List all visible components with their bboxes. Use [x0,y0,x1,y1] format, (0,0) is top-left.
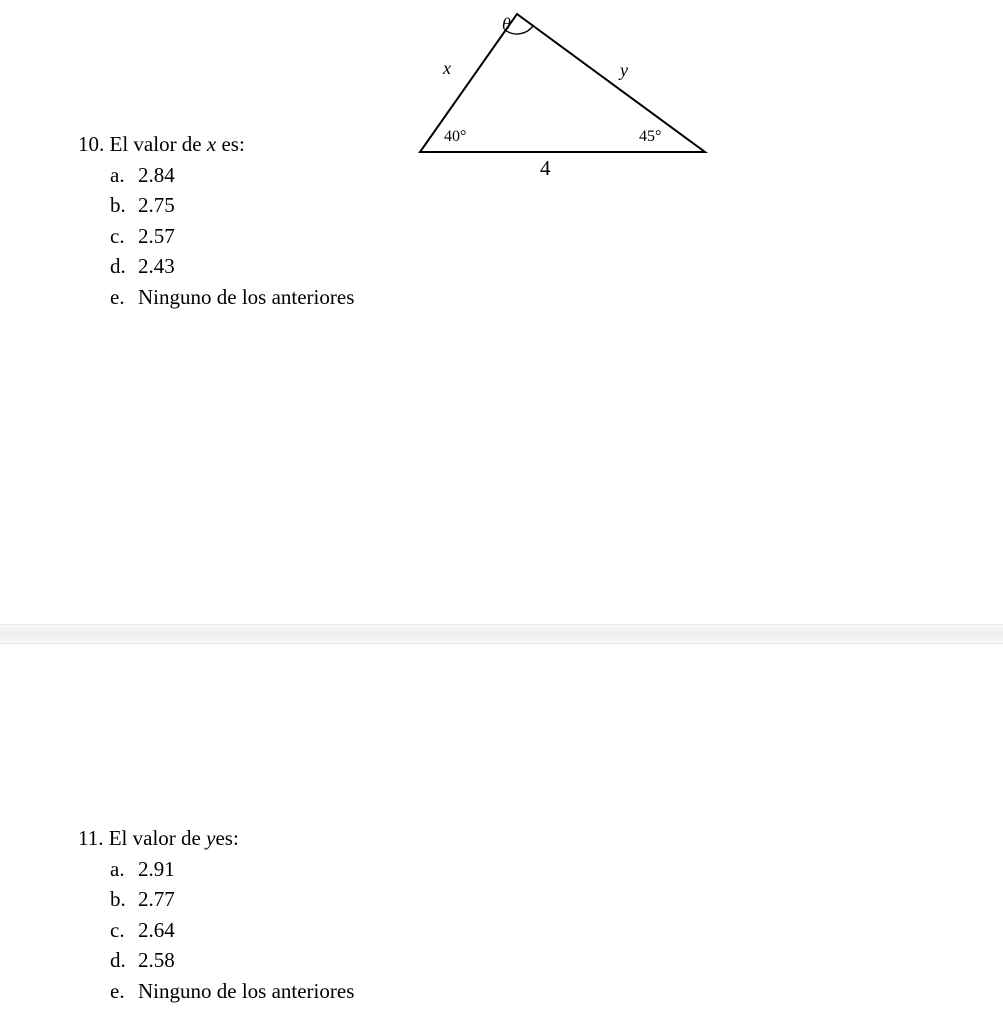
question-10-option-text: 2.75 [138,193,175,217]
question-10-option-letter: a. [110,161,138,190]
question-11-option-text: 2.64 [138,918,175,942]
question-11-option-a: a.2.91 [110,855,354,884]
question-10-option-letter: b. [110,191,138,220]
label-y: y [620,60,628,81]
question-11-option-letter: c. [110,916,138,945]
question-10-option-text: Ninguno de los anteriores [138,285,354,309]
question-10-number: 10. [78,132,104,156]
question-11-number: 11. [78,826,103,850]
question-11-option-letter: e. [110,977,138,1006]
question-10-prefix: El valor de [110,132,207,156]
triangle-svg [410,0,730,180]
question-11-option-letter: b. [110,885,138,914]
question-11-option-e: e.Ninguno de los anteriores [110,977,354,1006]
triangle-diagram: θ x y 40° 45° 4 [410,0,730,180]
question-11-option-text: Ninguno de los anteriores [138,979,354,1003]
question-11-option-letter: a. [110,855,138,884]
question-11-prompt: 11. El valor de yes: [78,826,354,851]
question-11: 11. El valor de yes: a.2.91b.2.77c.2.64d… [78,826,354,1007]
question-11-suffix: es: [215,826,238,850]
question-10-suffix: es: [216,132,245,156]
question-10-option-text: 2.84 [138,163,175,187]
question-10-option-text: 2.57 [138,224,175,248]
question-11-options: a.2.91b.2.77c.2.64d.2.58e.Ninguno de los… [78,855,354,1006]
label-base: 4 [540,156,551,181]
question-10-prompt: 10. El valor de x es: [78,132,354,157]
question-11-option-d: d.2.58 [110,946,354,975]
question-10-option-e: e.Ninguno de los anteriores [110,283,354,312]
question-11-option-text: 2.91 [138,857,175,881]
question-10-option-c: c.2.57 [110,222,354,251]
question-11-option-letter: d. [110,946,138,975]
question-11-option-b: b.2.77 [110,885,354,914]
label-angle-right: 45° [639,128,661,146]
label-theta: θ [502,14,511,35]
question-10-options: a.2.84b.2.75c.2.57d.2.43e.Ninguno de los… [78,161,354,312]
question-10-option-letter: c. [110,222,138,251]
question-10-option-b: b.2.75 [110,191,354,220]
question-11-option-text: 2.58 [138,948,175,972]
label-x: x [443,58,451,79]
question-10-option-letter: d. [110,252,138,281]
question-10: 10. El valor de x es: a.2.84b.2.75c.2.57… [78,132,354,313]
question-11-prefix: El valor de [109,826,206,850]
question-10-option-d: d.2.43 [110,252,354,281]
question-10-option-text: 2.43 [138,254,175,278]
question-11-option-c: c.2.64 [110,916,354,945]
question-10-var: x [207,132,216,156]
question-10-option-a: a.2.84 [110,161,354,190]
question-11-option-text: 2.77 [138,887,175,911]
section-divider [0,624,1003,644]
label-angle-left: 40° [444,128,466,146]
question-10-option-letter: e. [110,283,138,312]
